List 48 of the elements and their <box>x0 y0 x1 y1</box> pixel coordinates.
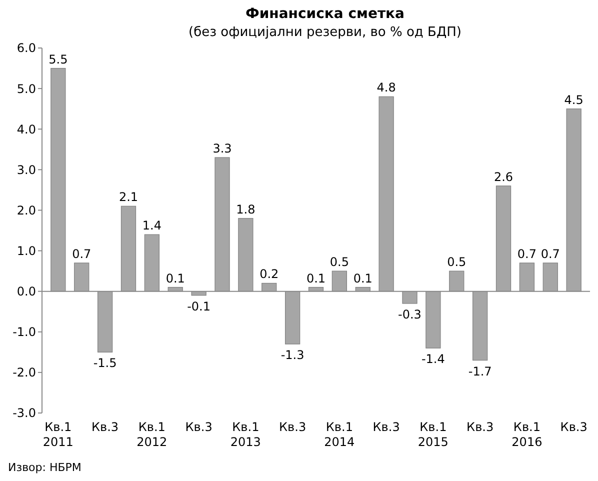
data-label: 3.3 <box>212 142 232 156</box>
data-label: 0.1 <box>166 271 185 286</box>
y-tick-label: 2.0 <box>16 203 36 218</box>
data-label: 0.7 <box>540 246 560 261</box>
x-tick-label: Кв.3 <box>560 420 588 434</box>
y-tick-label: -3.0 <box>12 406 36 420</box>
x-tick-label: Кв.3 <box>92 420 119 434</box>
data-label: 0.2 <box>260 267 279 282</box>
data-label: -0.3 <box>398 308 422 322</box>
data-label: 0.1 <box>306 271 326 286</box>
data-label: 0.5 <box>330 255 349 270</box>
y-tick-label: 6.0 <box>16 41 36 56</box>
data-label: 0.1 <box>353 271 372 286</box>
data-label: -0.1 <box>187 299 211 314</box>
chart-title: Финансиска сметка <box>245 6 405 22</box>
data-label: 0.5 <box>447 255 466 270</box>
data-label: -1.3 <box>280 348 304 362</box>
data-label: -1.5 <box>93 356 117 370</box>
data-label: 4.8 <box>376 80 396 95</box>
x-tick-label: Кв.3 <box>466 420 494 434</box>
y-tick-label: 4.0 <box>16 122 36 136</box>
x-tick-label: Кв.1 2014 <box>324 420 355 449</box>
text: Извор: НБРМ <box>8 461 82 474</box>
data-label: 5.5 <box>48 52 68 66</box>
data-label: 1.8 <box>236 202 256 216</box>
x-tick-label: Кв.1 2013 <box>230 420 261 449</box>
chart-subtitle: (без официјални резерви, во % од БДП) <box>188 25 462 40</box>
y-tick-label: 5.0 <box>16 82 36 96</box>
data-label: 1.4 <box>142 218 162 233</box>
data-label: -1.7 <box>468 364 492 378</box>
data-label: 4.5 <box>564 92 584 107</box>
y-tick-label: 3.0 <box>16 162 36 177</box>
x-tick-label: Кв.3 <box>372 420 400 434</box>
y-tick-label: 1.0 <box>16 244 36 258</box>
y-tick-label: -2.0 <box>12 366 36 380</box>
data-label: 0.7 <box>72 246 92 261</box>
x-tick-label: Кв.1 2012 <box>136 420 168 449</box>
x-tick-label: Кв.1 2015 <box>418 420 448 449</box>
x-tick-label: Кв.3 <box>279 420 306 434</box>
x-tick-label: Кв.1 2016 <box>512 420 542 449</box>
data-label: 2.6 <box>494 170 514 184</box>
data-label: -1.4 <box>421 352 445 366</box>
x-tick-label: Кв.1 2011 <box>42 420 74 449</box>
data-label: 0.7 <box>517 246 536 261</box>
x-tick-label: Кв.3 <box>185 420 212 434</box>
y-tick-label: 0.0 <box>16 284 36 299</box>
y-tick-label: -1.0 <box>12 325 36 340</box>
data-label: 2.1 <box>118 190 138 204</box>
